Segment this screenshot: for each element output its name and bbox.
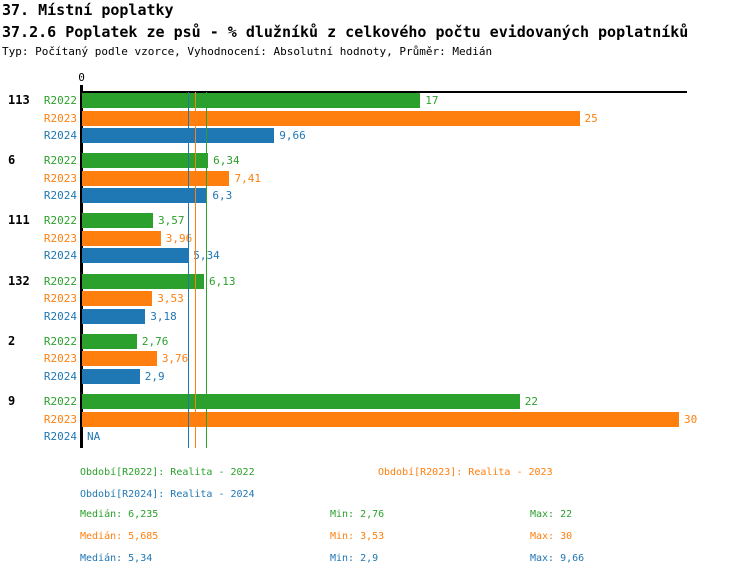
median-line-r2023 (195, 92, 197, 448)
stat-min-r2023: Min: 3,53 (330, 531, 385, 542)
series-label: R2022 (43, 214, 77, 228)
stat-max-r2023: Max: 30 (530, 531, 573, 542)
bar-value-label: NA (87, 430, 101, 443)
series-label: R2024 (43, 249, 77, 263)
y-axis-line (80, 85, 83, 448)
bar-value-label: 22 (524, 395, 539, 408)
bar-value-label: 30 (684, 412, 698, 426)
stat-median-r2022: Medián: 6,235 (80, 509, 159, 520)
bar (82, 291, 153, 307)
series-label: R2023 (43, 111, 77, 125)
stat-median-r2023: Medián: 5,685 (80, 531, 159, 542)
bar (82, 153, 209, 169)
group-label: 2 (8, 333, 16, 348)
series-label: R2023 (43, 352, 77, 366)
x-axis-origin-tick-label: 0 (78, 71, 85, 84)
bar (82, 170, 230, 186)
bar-value-label: 17 (425, 94, 439, 107)
bar-value-label: 25 (584, 111, 598, 125)
series-label: R2024 (43, 129, 77, 142)
page-subtitle: 37.2.6 Poplatek ze psů - % dlužníků z ce… (2, 23, 689, 41)
stat-min-r2024: Min: 2,9 (330, 553, 379, 564)
stat-median-r2024: Medián: 5,34 (80, 553, 153, 564)
median-line-r2024 (188, 92, 190, 448)
x-axis-line (80, 91, 687, 93)
bar-value-label: 3,96 (165, 231, 193, 245)
bar (82, 308, 146, 324)
bar (82, 351, 157, 367)
bar (82, 128, 275, 143)
group-label: 111 (8, 213, 30, 228)
bar-chart: 0 113 R2022 17 R2023 25 R2024 9,66 6 R2022 6,34 R2… (8, 71, 698, 448)
bar-value-label: 6,34 (213, 154, 240, 168)
series-label: R2024 (43, 189, 77, 203)
bar-value-label: 3,53 (157, 292, 184, 306)
bar (82, 273, 204, 289)
series-label: R2023 (43, 231, 77, 245)
bar-value-label: 3,76 (161, 352, 189, 366)
bar-value-label: 6,3 (212, 189, 233, 203)
series-label: R2024 (43, 369, 77, 383)
bar (82, 93, 421, 108)
series-label: R2022 (43, 274, 77, 288)
series-label: R2022 (43, 334, 77, 348)
group-label: 113 (8, 93, 30, 107)
bar-value-label: 6,13 (208, 274, 236, 288)
bar (82, 411, 679, 427)
bar (82, 333, 137, 349)
page-title: 37. Místní poplatky (2, 1, 174, 19)
bar-value-label: 2,9 (144, 369, 165, 383)
series-label: R2023 (43, 412, 77, 426)
bar (82, 394, 520, 409)
stat-max-r2024: Max: 9,66 (530, 553, 585, 564)
series-label: R2022 (43, 94, 77, 107)
bar (82, 213, 154, 229)
legend-item-r2023: Období[R2023]: Realita - 2023 (378, 467, 553, 478)
bar-value-label: 3,18 (150, 309, 177, 323)
series-label: R2023 (43, 292, 77, 306)
legend-item-r2024: Období[R2024]: Realita - 2024 (80, 489, 255, 500)
bar (82, 188, 208, 204)
series-label: R2024 (43, 430, 77, 443)
page-meta: Typ: Počítaný podle vzorce, Vyhodnocení:… (2, 45, 493, 58)
stat-min-r2022: Min: 2,76 (330, 509, 385, 520)
bar-value-label: 3,57 (158, 214, 185, 228)
bar-value-label: 9,66 (279, 129, 306, 142)
legend-item-r2022: Období[R2022]: Realita - 2022 (80, 467, 255, 478)
bar-value-label: 7,41 (234, 171, 261, 185)
series-label: R2022 (43, 154, 77, 168)
bar (82, 368, 140, 384)
series-label: R2023 (43, 171, 77, 185)
group-label: 9 (8, 394, 16, 408)
bar (82, 110, 580, 126)
stat-max-r2022: Max: 22 (530, 509, 573, 520)
bar-value-label: 2,76 (141, 334, 169, 348)
group-label: 6 (8, 153, 16, 168)
series-label: R2024 (43, 309, 77, 323)
group-label: 132 (8, 273, 30, 288)
median-line-r2022 (206, 92, 208, 448)
bar (82, 230, 161, 246)
series-label: R2022 (43, 395, 77, 408)
bar (82, 248, 189, 264)
